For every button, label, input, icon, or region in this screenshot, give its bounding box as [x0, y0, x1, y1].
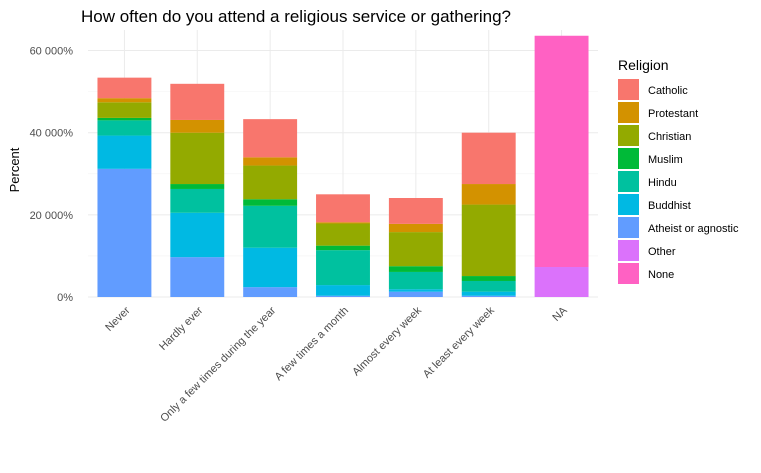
bar-segment-catholic — [97, 77, 152, 99]
bar-segment-atheist-or-agnostic — [170, 257, 225, 297]
bar-segment-other — [534, 267, 589, 297]
y-axis: 0% 20 000% 40 000% 60 000% — [30, 46, 74, 304]
bar-segment-hindu — [243, 205, 298, 248]
bar-segment-muslim — [388, 266, 443, 272]
bar-segment-muslim — [316, 245, 370, 251]
legend-label: None — [648, 269, 674, 281]
bar-segment-buddhist — [461, 291, 516, 296]
bar-segment-hindu — [97, 120, 152, 136]
bar-segment-muslim — [461, 276, 516, 281]
bar-segment-catholic — [388, 198, 443, 224]
bar-segment-protestant — [243, 157, 298, 166]
legend-label: Catholic — [648, 85, 688, 97]
x-tick-label: Hardly ever — [157, 304, 205, 352]
bar-segment-protestant — [170, 119, 225, 133]
bar-segment-buddhist — [388, 289, 443, 292]
bar-segment-protestant — [97, 98, 152, 103]
bar-segment-none — [534, 35, 589, 268]
bar-segment-atheist-or-agnostic — [388, 291, 443, 297]
bar-segment-christian — [388, 232, 443, 267]
bar-segment-protestant — [316, 222, 370, 224]
legend-title: Religion — [618, 57, 669, 73]
legend-key-other — [618, 240, 639, 261]
bar-segment-atheist-or-agnostic — [97, 168, 152, 297]
legend-key-none — [618, 263, 639, 284]
legend-key-atheist-or-agnostic — [618, 217, 639, 238]
bar-segment-catholic — [316, 194, 370, 223]
bar-segment-atheist-or-agnostic — [243, 287, 298, 297]
bar-segment-buddhist — [243, 247, 298, 288]
bar-segment-christian — [316, 223, 370, 246]
bar-segment-hindu — [170, 188, 225, 213]
bars — [97, 35, 589, 297]
bar-segment-muslim — [170, 184, 225, 189]
bar-segment-catholic — [243, 119, 298, 158]
legend-label: Other — [648, 246, 676, 258]
legend-key-muslim — [618, 148, 639, 169]
x-tick-label: NA — [550, 304, 570, 324]
bar-segment-buddhist — [170, 212, 225, 258]
legend-key-hindu — [618, 171, 639, 192]
x-tick-label: Only a few times during the year — [158, 304, 278, 424]
y-tick-label: 0% — [57, 292, 73, 304]
chart-title: How often do you attend a religious serv… — [81, 7, 511, 26]
legend-key-buddhist — [618, 194, 639, 215]
x-tick-label: Never — [103, 304, 132, 333]
x-tick-label: A few times a month — [273, 305, 352, 384]
legend-key-christian — [618, 125, 639, 146]
legend-label: Buddhist — [648, 200, 691, 212]
x-tick-label: At least every week — [421, 304, 497, 380]
legend-label: Christian — [648, 131, 691, 143]
bar-segment-atheist-or-agnostic — [461, 295, 516, 297]
x-tick-label: Almost every week — [350, 304, 424, 378]
bar-segment-buddhist — [316, 285, 370, 296]
y-tick-label: 20 000% — [30, 210, 74, 222]
bar-segment-christian — [97, 102, 152, 118]
bar-segment-catholic — [461, 132, 516, 185]
bar-segment-atheist-or-agnostic — [316, 295, 370, 297]
bar-segment-hindu — [388, 271, 443, 290]
bar-segment-christian — [243, 165, 298, 200]
bar-segment-buddhist — [97, 135, 152, 169]
legend-label: Protestant — [648, 108, 698, 120]
legend-key-catholic — [618, 79, 639, 100]
legend-label: Hindu — [648, 177, 677, 189]
legend-label: Atheist or agnostic — [648, 223, 739, 235]
bar-segment-protestant — [461, 184, 516, 205]
legend-key-protestant — [618, 102, 639, 123]
bar-segment-protestant — [388, 223, 443, 233]
legend: Religion Catholic Protestant Christian Musl… — [618, 57, 739, 284]
bar-segment-hindu — [461, 280, 516, 292]
bar-segment-christian — [170, 132, 225, 185]
bar-segment-christian — [461, 204, 516, 277]
legend-label: Muslim — [648, 154, 683, 166]
y-tick-label: 60 000% — [30, 46, 74, 58]
bar-segment-muslim — [243, 199, 298, 206]
bar-segment-muslim — [97, 117, 152, 121]
bar-segment-hindu — [316, 250, 370, 286]
bar-segment-catholic — [170, 83, 225, 120]
y-tick-label: 40 000% — [30, 128, 74, 140]
y-axis-label: Percent — [7, 147, 22, 192]
